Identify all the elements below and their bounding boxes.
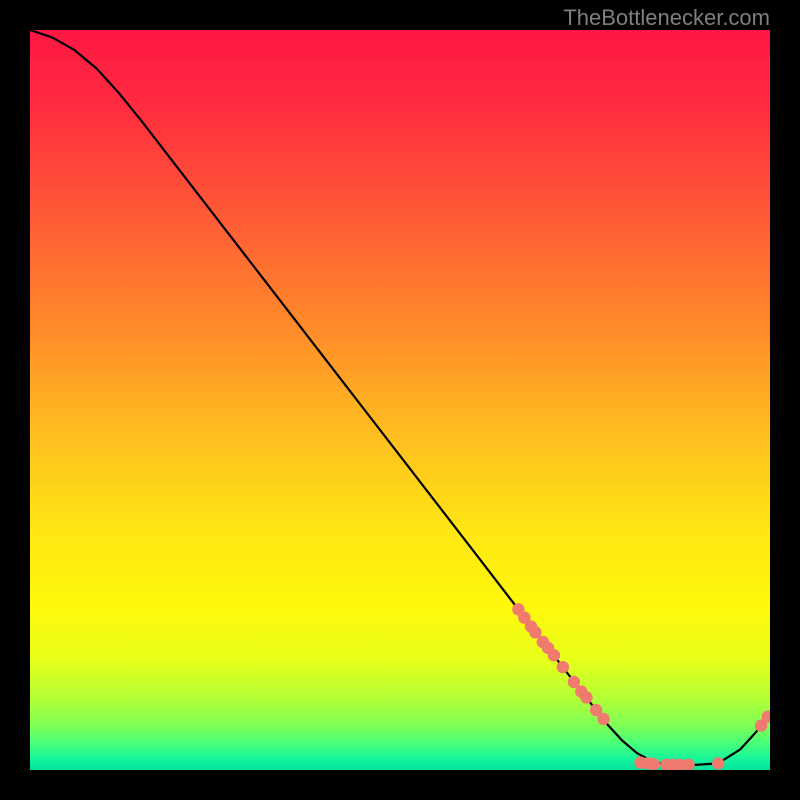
data-markers bbox=[512, 603, 770, 770]
plot-area bbox=[30, 30, 770, 770]
data-marker bbox=[712, 757, 724, 769]
data-marker bbox=[580, 691, 592, 703]
data-marker bbox=[648, 758, 660, 770]
data-marker bbox=[548, 649, 560, 661]
watermark-label: TheBottlenecker.com bbox=[563, 5, 770, 31]
data-marker bbox=[682, 759, 694, 770]
chart-stage: TheBottlenecker.com bbox=[0, 0, 800, 800]
data-marker bbox=[597, 713, 609, 725]
data-marker bbox=[557, 661, 569, 673]
bottleneck-curve bbox=[30, 30, 770, 765]
chart-overlay bbox=[30, 30, 770, 770]
